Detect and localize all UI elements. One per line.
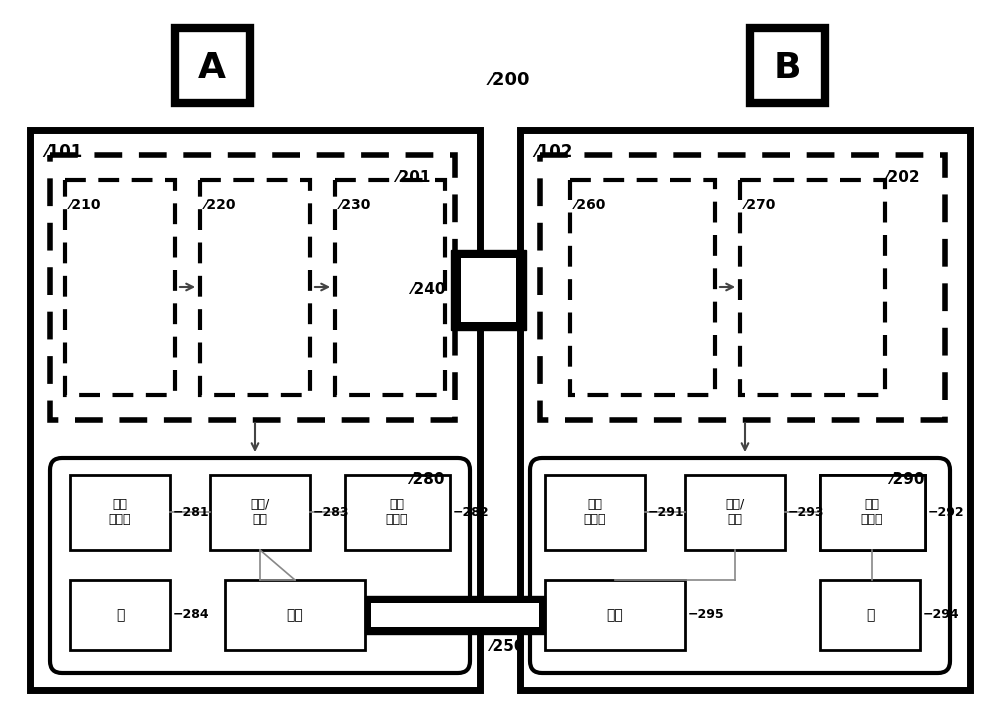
Bar [740, 180, 885, 395]
Text: B: B [773, 51, 801, 85]
Bar [540, 155, 945, 420]
Text: ⁄220: ⁄220 [205, 198, 237, 212]
Text: −285: −285 [368, 609, 405, 622]
Text: 中央
存储器: 中央 存储器 [584, 498, 606, 526]
Text: ⁄202: ⁄202 [885, 170, 920, 185]
Bar [545, 580, 685, 650]
Bar [345, 475, 450, 550]
FancyBboxPatch shape [530, 458, 950, 673]
Bar [365, 596, 545, 634]
Bar [30, 130, 480, 690]
Text: 中央
存储器: 中央 存储器 [109, 498, 131, 526]
Text: −293: −293 [788, 505, 824, 518]
Text: −284: −284 [173, 609, 210, 622]
Bar [820, 580, 920, 650]
Text: 输入/
输出: 输入/ 输出 [725, 498, 745, 526]
Bar [820, 475, 925, 550]
Bar [461, 258, 516, 322]
Bar [175, 28, 250, 103]
Text: ⁄200: ⁄200 [490, 71, 530, 89]
Text: −291: −291 [648, 505, 685, 518]
Bar [200, 180, 310, 395]
Text: 盘: 盘 [866, 608, 874, 622]
Text: ⁄260: ⁄260 [575, 198, 606, 212]
Text: −294: −294 [923, 609, 960, 622]
Bar [570, 180, 715, 395]
Text: 随机
存储器: 随机 存储器 [861, 498, 883, 526]
Bar [545, 475, 645, 550]
Text: 随机
存储器: 随机 存储器 [386, 498, 408, 526]
Bar [371, 603, 539, 627]
Bar [50, 155, 455, 420]
Text: −283: −283 [313, 505, 350, 518]
Bar [225, 580, 365, 650]
Text: 网络: 网络 [287, 608, 303, 622]
Text: −292: −292 [928, 505, 965, 518]
Text: ⁄250: ⁄250 [490, 639, 524, 654]
Text: ⁄101: ⁄101 [45, 143, 82, 161]
Bar [520, 130, 970, 690]
Bar [685, 475, 785, 550]
Text: 盘: 盘 [116, 608, 124, 622]
Bar [65, 180, 175, 395]
Text: ⁄230: ⁄230 [340, 198, 371, 212]
Text: −282: −282 [453, 505, 490, 518]
Text: −281: −281 [173, 505, 210, 518]
Text: ⁄280: ⁄280 [411, 472, 445, 487]
Text: 输入/
输出: 输入/ 输出 [250, 498, 270, 526]
Bar [820, 475, 925, 550]
Text: ⁄210: ⁄210 [70, 198, 102, 212]
Bar [70, 580, 170, 650]
Bar [70, 475, 170, 550]
Text: 网络: 网络 [607, 608, 623, 622]
Text: ⁄270: ⁄270 [745, 198, 776, 212]
Bar [750, 28, 825, 103]
Text: ⁄290: ⁄290 [891, 472, 925, 487]
Text: ⁄102: ⁄102 [535, 143, 572, 161]
FancyBboxPatch shape [50, 458, 470, 673]
Text: ⁄240: ⁄240 [412, 282, 446, 298]
Bar [451, 250, 526, 330]
Bar [335, 180, 445, 395]
Text: ⁄201: ⁄201 [396, 170, 430, 185]
Bar [210, 475, 310, 550]
Text: A: A [198, 51, 226, 85]
Text: −295: −295 [688, 609, 725, 622]
